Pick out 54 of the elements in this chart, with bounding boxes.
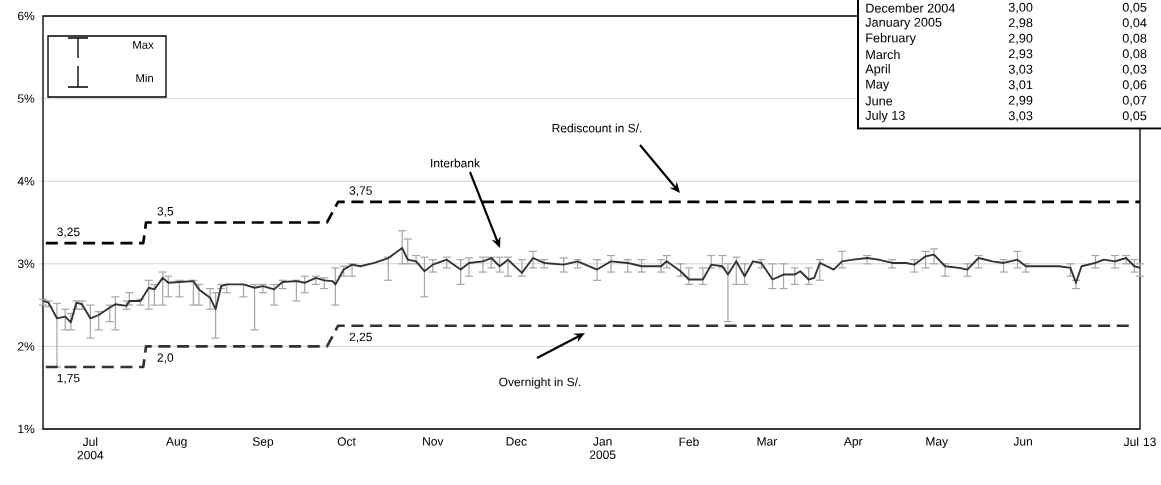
data-label: 3,25 (57, 227, 80, 238)
data-label: 3,75 (349, 186, 372, 197)
annotation: 3,01 (1008, 80, 1033, 91)
annotation: Max (133, 41, 154, 49)
y-tick-label: 1% (18, 424, 35, 434)
annotation: 0,07 (1122, 95, 1147, 107)
annotation: Overnight in S/. (499, 377, 581, 389)
y-tick-label: 2% (18, 342, 35, 351)
x-tick-label: Sep (252, 437, 274, 449)
y-tick-label: 5% (17, 94, 35, 103)
data-label: 3,5 (157, 206, 174, 217)
x-tick-label: Aug (166, 437, 187, 448)
annotation: 0,06 (1122, 80, 1147, 91)
annotation: 0,08 (1122, 33, 1147, 45)
annotation: Rediscount in S/. (552, 123, 642, 133)
annotation: March (866, 49, 900, 60)
x-tick-label: Jul 2004 (77, 437, 104, 460)
text: 0,05 (1122, 2, 1147, 14)
x-tick-label: Oct (337, 437, 356, 446)
x-tick-label: Jul 13 (1123, 437, 1156, 447)
annotation: February (866, 33, 916, 45)
data-label: 1,75 (57, 373, 80, 384)
x-tick-label: Apr (843, 437, 863, 448)
annotation: 3,03 (1008, 64, 1033, 76)
x-tick-label: Jan 2005 (589, 437, 616, 459)
annotation: 0,05 (1122, 111, 1147, 122)
x-tick-label: Mar (757, 437, 778, 446)
y-tick-label: 3% (17, 259, 35, 269)
annotation: July 13 (865, 110, 905, 123)
annotation: 0,08 (1122, 49, 1147, 60)
annotation: 0,04 (1122, 18, 1147, 29)
x-tick-label: Dec (506, 437, 527, 446)
annotation: June (865, 96, 893, 106)
annotation: 3,03 (1008, 111, 1033, 122)
y-tick-label: 6% (18, 11, 35, 21)
annotation: January 2005 (865, 17, 942, 30)
annotation: 2,99 (1008, 95, 1033, 107)
annotation: Interbank (431, 158, 481, 168)
annotation: 0,03 (1122, 64, 1147, 76)
annotation: 2,93 (1008, 49, 1033, 60)
x-tick-label: Jun (1013, 437, 1032, 446)
annotation: 2,90 (1008, 33, 1033, 45)
data-label: 2,25 (349, 332, 372, 343)
x-tick-label: Nov (423, 437, 444, 446)
x-tick-label: May (926, 437, 949, 448)
annotation: April (865, 64, 890, 76)
annotation: Min (136, 73, 153, 83)
annotation: May (866, 79, 890, 92)
x-tick-label: Feb (679, 437, 699, 447)
y-tick-label: 4% (17, 177, 35, 186)
text: 3,00 (1008, 2, 1033, 14)
annotation: 2,98 (1008, 18, 1033, 29)
data-label: 2,0 (157, 353, 174, 364)
text: December 2004 (866, 3, 955, 13)
